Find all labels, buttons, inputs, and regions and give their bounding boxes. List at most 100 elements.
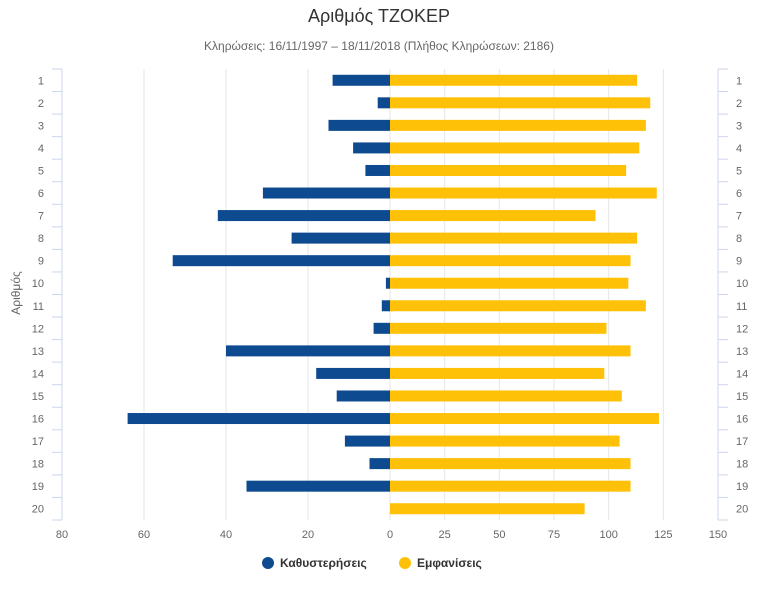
left-category-label: 11	[33, 301, 44, 313]
legend-symbol	[262, 557, 274, 569]
right-category-label: 19	[736, 481, 748, 493]
chart-subtitle: Κληρώσεις: 16/11/1997 – 18/11/2018 (Πλήθ…	[204, 39, 554, 53]
right-category-label: 12	[736, 323, 748, 335]
left-category-label: 15	[32, 391, 44, 403]
bar-delays-19[interactable]	[246, 480, 391, 492]
bar-appearances-1[interactable]	[390, 74, 638, 86]
right-category-label: 13	[736, 346, 748, 358]
right-category-label: 17	[736, 436, 748, 448]
left-category-label: 13	[32, 346, 44, 358]
bar-delays-1[interactable]	[332, 74, 390, 86]
bar-appearances-9[interactable]	[390, 255, 631, 267]
left-category-label: 7	[38, 211, 44, 223]
bar-delays-7[interactable]	[217, 210, 390, 222]
bar-appearances-17[interactable]	[390, 435, 620, 447]
bar-appearances-13[interactable]	[390, 345, 631, 357]
bar-delays-17[interactable]	[344, 435, 390, 447]
legend-item-appearances[interactable]: Εμφανίσεις	[399, 556, 482, 570]
bar-appearances-12[interactable]	[390, 322, 607, 334]
right-category-label: 16	[736, 414, 748, 426]
bar-delays-2[interactable]	[377, 97, 390, 109]
bar-delays-18[interactable]	[369, 458, 391, 470]
left-category-label: 2	[38, 98, 44, 110]
bar-appearances-6[interactable]	[390, 187, 657, 199]
bar-delays-10[interactable]	[385, 277, 390, 289]
left-category-label: 17	[32, 436, 44, 448]
left-category-label: 16	[32, 414, 44, 426]
right-category-label: 8	[736, 233, 742, 245]
right-category-label: 20	[736, 504, 748, 516]
x-tick-label-right: 25	[439, 529, 451, 541]
legend-label: Εμφανίσεις	[417, 556, 482, 570]
x-tick-label-left: 20	[302, 529, 314, 541]
chart-title: Αριθμός ΤΖΟΚΕΡ	[308, 6, 450, 26]
left-category-label: 1	[38, 75, 44, 87]
bar-appearances-16[interactable]	[390, 413, 659, 425]
left-category-label: 6	[38, 188, 44, 200]
legend-symbol	[399, 557, 411, 569]
right-category-label: 9	[736, 256, 742, 268]
left-category-label: 8	[38, 233, 44, 245]
x-tick-label-left: 60	[138, 529, 150, 541]
bar-appearances-2[interactable]	[390, 97, 651, 109]
bar-delays-14[interactable]	[316, 367, 390, 379]
legend-label: Καθυστερήσεις	[280, 556, 367, 570]
right-category-label: 7	[736, 211, 742, 223]
left-category-label: 5	[38, 165, 44, 177]
bar-delays-13[interactable]	[226, 345, 390, 357]
bar-delays-4[interactable]	[353, 142, 390, 154]
bar-appearances-8[interactable]	[390, 232, 638, 244]
right-category-label: 10	[736, 278, 748, 290]
left-category-label: 4	[38, 143, 44, 155]
right-category-label: 18	[736, 459, 748, 471]
bar-appearances-20[interactable]	[390, 503, 585, 515]
bar-appearances-11[interactable]	[390, 300, 646, 312]
x-tick-label-right: 125	[654, 529, 672, 541]
bar-delays-9[interactable]	[172, 255, 390, 267]
bar-appearances-7[interactable]	[390, 210, 596, 222]
x-tick-label-right: 50	[493, 529, 505, 541]
y-axis-title: Αριθμός	[9, 271, 23, 315]
left-category-label: 3	[38, 120, 44, 132]
x-tick-label-right: 75	[548, 529, 560, 541]
bar-appearances-19[interactable]	[390, 480, 631, 492]
right-category-label: 15	[736, 391, 748, 403]
right-category-label: 11	[736, 301, 747, 313]
right-category-label: 6	[736, 188, 742, 200]
right-category-label: 2	[736, 98, 742, 110]
bar-delays-16[interactable]	[127, 413, 390, 425]
bar-delays-3[interactable]	[328, 119, 391, 131]
legend-item-delays[interactable]: Καθυστερήσεις	[262, 556, 367, 570]
bar-delays-11[interactable]	[381, 300, 390, 312]
x-tick-label-right: 100	[599, 529, 617, 541]
bar-delays-5[interactable]	[365, 164, 390, 176]
left-category-label: 19	[32, 481, 44, 493]
right-category-label: 5	[736, 165, 742, 177]
left-category-label: 14	[32, 368, 44, 380]
left-category-label: 9	[38, 256, 44, 268]
x-tick-label-right: 0	[387, 529, 393, 541]
left-category-label: 10	[32, 278, 44, 290]
bar-appearances-4[interactable]	[390, 142, 640, 154]
bar-appearances-3[interactable]	[390, 119, 646, 131]
bar-appearances-5[interactable]	[390, 164, 627, 176]
bar-delays-12[interactable]	[373, 322, 390, 334]
right-category-label: 1	[736, 75, 742, 87]
bar-appearances-15[interactable]	[390, 390, 622, 402]
right-category-label: 4	[736, 143, 742, 155]
bar-appearances-18[interactable]	[390, 458, 631, 470]
x-tick-label-left: 40	[220, 529, 232, 541]
bar-delays-6[interactable]	[262, 187, 390, 199]
right-category-label: 3	[736, 120, 742, 132]
left-category-label: 20	[32, 504, 44, 516]
bar-appearances-14[interactable]	[390, 367, 605, 379]
bar-appearances-10[interactable]	[390, 277, 629, 289]
left-category-label: 18	[32, 459, 44, 471]
right-category-label: 14	[736, 368, 748, 380]
bar-delays-15[interactable]	[336, 390, 390, 402]
bar-delays-8[interactable]	[291, 232, 390, 244]
x-tick-label-right: 150	[709, 529, 727, 541]
left-category-label: 12	[32, 323, 44, 335]
